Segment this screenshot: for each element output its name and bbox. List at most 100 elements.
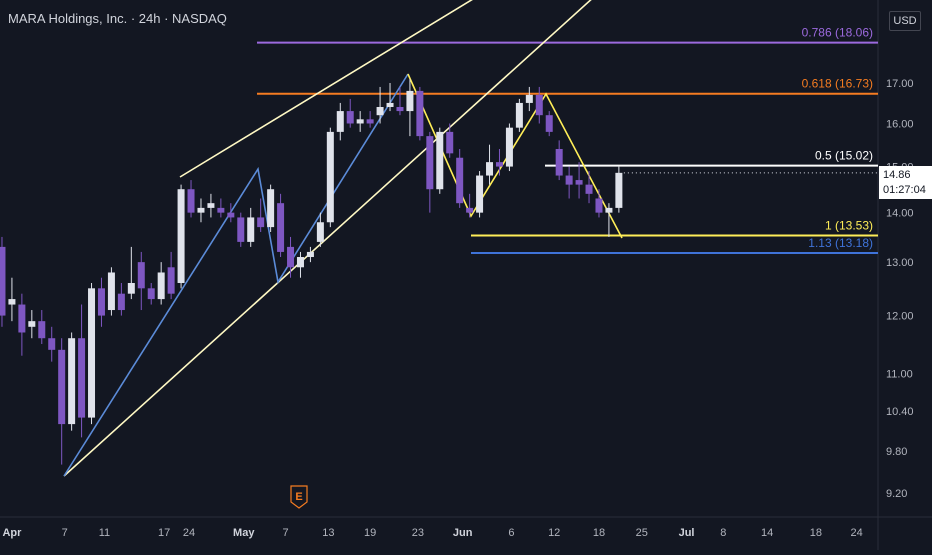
fib-level-label: 0.786 (18.06) — [802, 26, 873, 40]
x-tick-label: 24 — [851, 527, 863, 539]
candle-bear[interactable] — [237, 217, 245, 242]
earnings-marker-icon[interactable] — [290, 485, 308, 509]
candle-bear[interactable] — [58, 349, 66, 425]
candle-bull[interactable] — [605, 207, 613, 213]
candle-bear[interactable] — [227, 212, 235, 218]
candle-bear[interactable] — [545, 115, 553, 132]
candle-bear[interactable] — [117, 293, 125, 311]
fib-level-label: 1 (13.53) — [825, 218, 873, 232]
candle-bull[interactable] — [356, 119, 364, 124]
candle-bear[interactable] — [565, 175, 573, 185]
y-tick-label: 13.00 — [886, 257, 914, 269]
candle-bull[interactable] — [207, 203, 215, 208]
y-tick-label: 11.00 — [886, 369, 913, 381]
candle-bear[interactable] — [0, 246, 6, 316]
x-tick-label: Jun — [453, 527, 473, 539]
candle-bear[interactable] — [456, 157, 464, 204]
candle-bear[interactable] — [366, 119, 374, 124]
y-tick-label: 17.00 — [886, 78, 914, 90]
candle-bull[interactable] — [306, 251, 314, 258]
candle-bull[interactable] — [197, 207, 205, 213]
candle-bull[interactable] — [406, 90, 414, 112]
candle-bear[interactable] — [78, 338, 86, 418]
y-tick-label: 9.20 — [886, 488, 907, 500]
x-tick-label: 11 — [99, 527, 110, 539]
x-tick-label: May — [233, 527, 255, 539]
fib-level-label: 1.13 (13.18) — [808, 236, 873, 250]
candle-bull[interactable] — [267, 189, 275, 228]
candle-bull[interactable] — [88, 288, 96, 418]
candle-bear[interactable] — [217, 207, 225, 213]
candle-bull[interactable] — [107, 272, 115, 311]
x-tick-label: 18 — [593, 527, 605, 539]
x-tick-label: 25 — [636, 527, 648, 539]
candle-bear[interactable] — [257, 217, 265, 228]
candle-bull[interactable] — [515, 102, 523, 128]
candle-bear[interactable] — [495, 162, 503, 167]
candle-bull[interactable] — [476, 175, 484, 213]
candle-bear[interactable] — [555, 149, 563, 176]
candle-bull[interactable] — [436, 131, 444, 190]
candle-bear[interactable] — [426, 136, 434, 190]
x-tick-label: 7 — [62, 527, 68, 539]
candle-bear[interactable] — [48, 338, 56, 350]
candle-bull[interactable] — [127, 282, 135, 294]
candle-bull[interactable] — [376, 106, 384, 116]
symbol-title[interactable]: MARA Holdings, Inc. · 24h · NASDAQ — [8, 11, 227, 26]
candle-bear[interactable] — [287, 246, 295, 268]
candle-bear[interactable] — [446, 131, 454, 154]
candle-bull[interactable] — [326, 131, 334, 223]
candle-bull[interactable] — [68, 338, 76, 425]
candle-bull[interactable] — [28, 321, 36, 327]
candle-bull[interactable] — [386, 102, 394, 107]
bar-countdown: 01:27:04 — [883, 184, 926, 196]
candle-bull[interactable] — [177, 189, 185, 283]
wedge-upper-line[interactable] — [179, 0, 478, 178]
candle-bear[interactable] — [346, 111, 354, 124]
candle-bull[interactable] — [525, 94, 533, 103]
candle-bear[interactable] — [38, 321, 46, 339]
x-tick-label: 14 — [761, 527, 773, 539]
last-price-value: 14.86 — [883, 169, 911, 181]
candle-bear[interactable] — [466, 207, 474, 213]
earnings-marker-label: E — [295, 491, 302, 503]
candle-bear[interactable] — [595, 198, 603, 213]
x-tick-label: Apr — [2, 527, 22, 539]
candle-bear[interactable] — [585, 184, 593, 194]
currency-button[interactable]: USD — [889, 11, 921, 31]
candle-bear[interactable] — [416, 90, 424, 137]
candle-bear[interactable] — [396, 106, 404, 112]
candle-bear[interactable] — [147, 288, 155, 300]
candle-bull[interactable] — [505, 127, 513, 167]
candle-bull[interactable] — [336, 111, 344, 132]
wedge-lower-line[interactable] — [63, 0, 595, 477]
x-tick-label: 13 — [322, 527, 334, 539]
fib-level-label: 0.5 (15.02) — [815, 149, 873, 163]
candle-bull[interactable] — [247, 217, 255, 242]
candle-bear[interactable] — [535, 94, 543, 116]
candle-bull[interactable] — [157, 272, 165, 300]
candle-bear[interactable] — [575, 180, 583, 185]
candle-bear[interactable] — [277, 203, 285, 252]
candle-bear[interactable] — [137, 262, 145, 289]
candle-bull[interactable] — [615, 172, 623, 208]
candle-bull[interactable] — [316, 222, 324, 242]
x-tick-label: 17 — [158, 527, 170, 539]
candle-bull[interactable] — [296, 257, 304, 268]
y-tick-label: 9.80 — [886, 446, 907, 458]
y-tick-label: 16.00 — [886, 118, 914, 130]
x-tick-label: 23 — [412, 527, 424, 539]
x-tick-label: Jul — [679, 527, 695, 539]
candle-bear[interactable] — [18, 304, 26, 333]
x-tick-label: 6 — [508, 527, 514, 539]
candle-bull[interactable] — [8, 299, 16, 305]
candle-bear[interactable] — [187, 189, 195, 213]
y-tick-label: 12.00 — [886, 311, 914, 323]
x-tick-label: 24 — [183, 527, 195, 539]
candle-bear[interactable] — [167, 267, 175, 294]
candle-bear[interactable] — [97, 288, 105, 316]
candle-bull[interactable] — [486, 162, 494, 176]
